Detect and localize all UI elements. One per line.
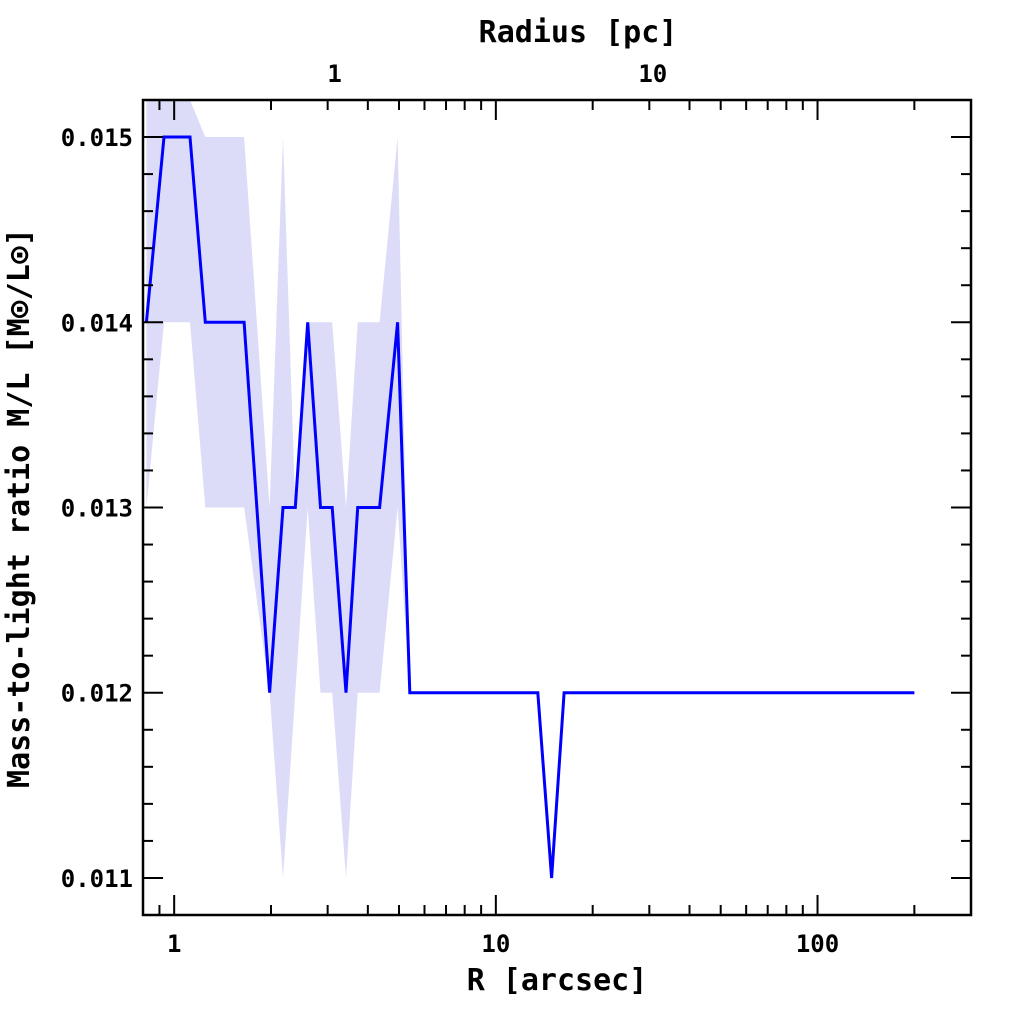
x-tick-label: 100 (796, 930, 839, 958)
y-tick-label: 0.013 (61, 495, 133, 523)
top-axis-title: Radius [pc] (479, 15, 678, 50)
tick-layer (142, 99, 972, 916)
y-tick-label: 0.011 (61, 865, 133, 893)
bottom-axis-title: R [arcsec] (467, 963, 648, 998)
series-line-0 (144, 135, 915, 879)
y-tick-label: 0.012 (61, 680, 133, 708)
x2-tick-label: 10 (638, 60, 667, 88)
uncertainty-band (146, 100, 410, 878)
series-line-layer (144, 135, 915, 879)
uncertainty-band-layer (146, 100, 410, 878)
x-tick-label: 1 (167, 930, 181, 958)
x2-tick-label: 1 (327, 60, 341, 88)
y-tick-label: 0.014 (61, 309, 133, 337)
x-tick-label: 10 (481, 930, 510, 958)
tick-label-layer: 1 10 100 1 10 0.011 0.012 0.013 0.014 0.015 (61, 60, 839, 958)
y-axis-title: Mass-to-light ratio M/L [M⊙/L⊙] (2, 228, 37, 788)
y-tick-label: 0.015 (61, 124, 133, 152)
